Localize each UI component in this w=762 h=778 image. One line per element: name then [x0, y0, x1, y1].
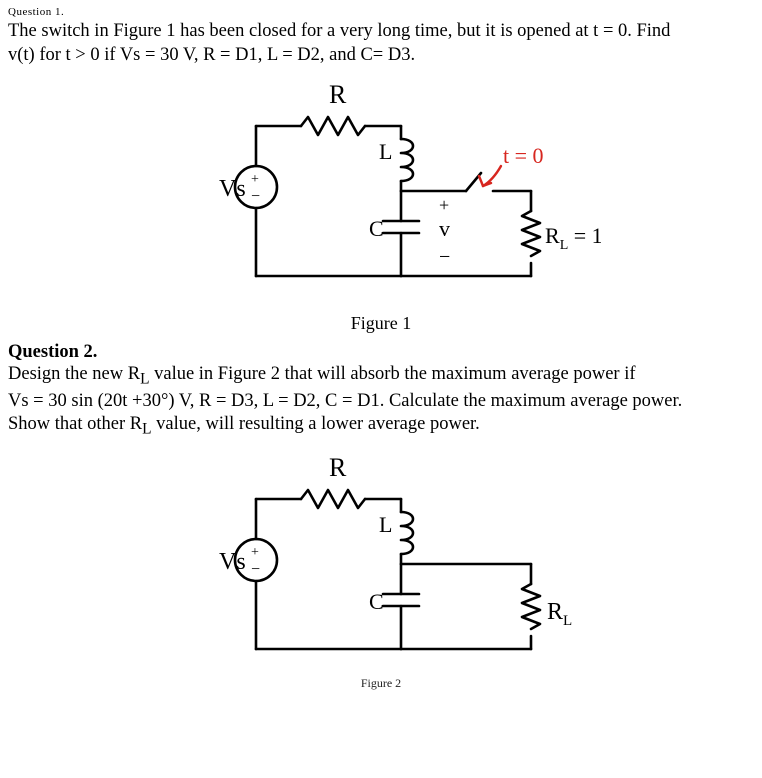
r-label: R — [329, 80, 347, 109]
q2-text: Design the new R L value in Figure 2 that… — [8, 363, 754, 440]
figure2-circuit: Vs + − Vs — [161, 444, 601, 669]
q1-text-line2: v(t) for t > 0 if Vs = 30 V, R = D1, L =… — [8, 45, 415, 65]
q2-text-line3a: Show that other R — [8, 414, 142, 434]
vs2-label: Vs — [219, 549, 246, 575]
figure1-circuit: + − Vs — [161, 71, 601, 306]
c-label: C — [369, 216, 384, 241]
figure1-caption: Figure 1 — [8, 313, 754, 334]
vs-label: Vs — [219, 176, 246, 202]
vs-plus: + — [251, 172, 259, 187]
q2-heading: Question 2. — [8, 342, 754, 363]
l2-label: L — [379, 512, 392, 537]
q1-text: The switch in Figure 1 has been closed f… — [8, 20, 754, 67]
figure2-caption: Figure 2 — [8, 676, 754, 691]
l-label: L — [379, 139, 392, 164]
vs2-minus-sym: − — [251, 561, 260, 578]
r2-label: R — [329, 453, 347, 482]
t0-annotation: t = 0 — [503, 143, 544, 168]
svg-text:RL = 1 Ω: RL = 1 Ω — [545, 223, 601, 253]
v-label: v — [439, 216, 450, 241]
q1-heading-fragment: Question 1. — [8, 6, 754, 18]
figure1-wrap: + − Vs — [8, 71, 754, 334]
vs2-plus-sym: + — [251, 545, 259, 560]
q2-text-line3b: value, will resulting a lower average po… — [152, 414, 480, 434]
q2-text-line3sub: L — [142, 421, 151, 438]
q2-text-line2: Vs = 30 sin (20t +30°) V, R = D3, L = D2… — [8, 391, 682, 411]
rl-annotation: RL = 1 Ω — [545, 223, 601, 253]
v-minus: − — [439, 246, 450, 268]
q2-text-line1b: value in Figure 2 that will absorb the m… — [149, 364, 635, 384]
vs-minus: − — [251, 188, 260, 205]
q2-text-line1a: Design the new R — [8, 364, 140, 384]
v-plus: + — [439, 195, 449, 215]
c2-label: C — [369, 589, 384, 614]
rl2-label: RL — [547, 599, 572, 629]
figure2-wrap: Vs + − Vs — [8, 444, 754, 691]
q1-text-line1: The switch in Figure 1 has been closed f… — [8, 21, 670, 41]
